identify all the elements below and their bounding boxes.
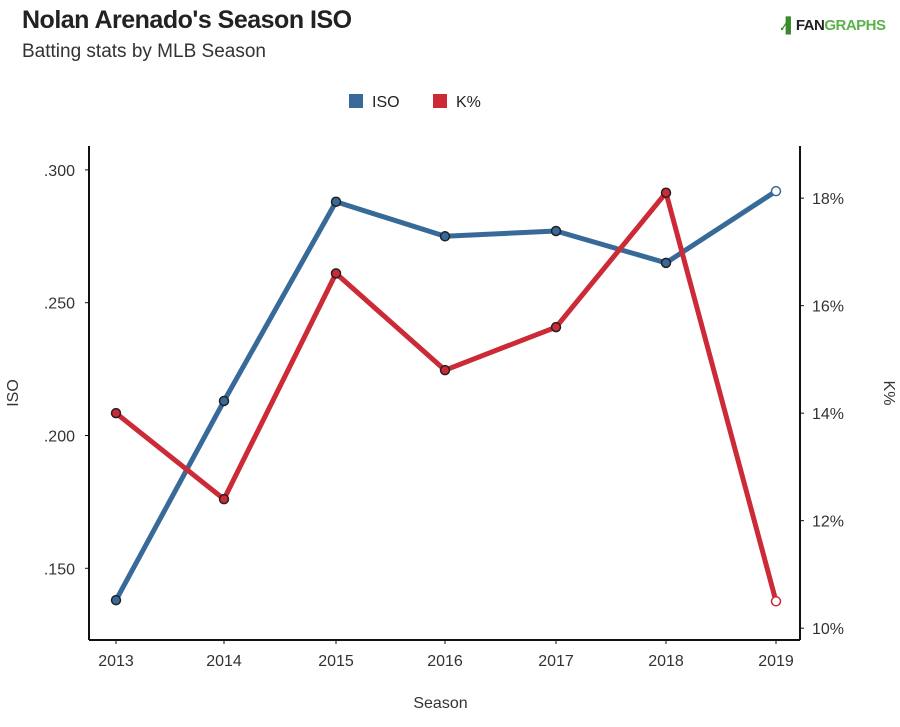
y-tick-label: .150 — [44, 561, 75, 578]
y2-tick-label: 12% — [812, 514, 844, 531]
chart-subtitle: Batting stats by MLB Season — [22, 41, 266, 62]
x-tick-label: 2019 — [758, 653, 794, 670]
y2-axis-title: K% — [880, 381, 897, 406]
legend-swatch-K% — [433, 94, 447, 108]
y-axis-title: ISO — [5, 379, 22, 407]
data-point-ISO — [439, 231, 451, 242]
legend-label-K%: K% — [456, 94, 481, 111]
x-tick-label: 2017 — [538, 653, 574, 670]
legend-swatch-ISO — [349, 94, 363, 108]
data-point-K% — [550, 321, 562, 333]
x-tick-label: 2016 — [427, 653, 463, 670]
series-line-ISO — [113, 189, 778, 602]
data-point-ISO — [550, 225, 562, 237]
legend-label-ISO: ISO — [372, 94, 400, 111]
data-point-K% — [330, 268, 342, 279]
fangraphs-logo: .⁄▌FANGRAPHS — [780, 17, 886, 34]
data-point-K% — [218, 493, 230, 505]
data-point-K% — [660, 187, 672, 199]
y-tick-label: .250 — [44, 296, 75, 313]
x-tick-label: 2013 — [98, 653, 134, 670]
data-point-ISO — [218, 395, 230, 407]
data-point-ISO — [660, 257, 672, 269]
y2-tick-label: 16% — [812, 299, 844, 316]
y2-tick-label: 14% — [812, 406, 844, 423]
y2-tick-label: 18% — [812, 191, 844, 208]
data-point-K% — [110, 407, 122, 419]
x-tick-label: 2018 — [648, 653, 684, 670]
data-point-K% — [770, 596, 782, 607]
y-tick-label: .300 — [44, 163, 75, 180]
chart-title: Nolan Arenado's Season ISO — [22, 6, 352, 34]
data-point-K% — [439, 364, 451, 376]
x-tick-label: 2014 — [206, 653, 242, 670]
y2-tick-label: 10% — [812, 621, 844, 638]
x-axis-title: Season — [413, 695, 467, 712]
data-point-ISO — [330, 196, 342, 208]
data-point-ISO — [110, 594, 122, 606]
x-tick-label: 2015 — [318, 653, 354, 670]
data-point-ISO — [770, 185, 782, 197]
y-tick-label: .200 — [44, 428, 75, 445]
